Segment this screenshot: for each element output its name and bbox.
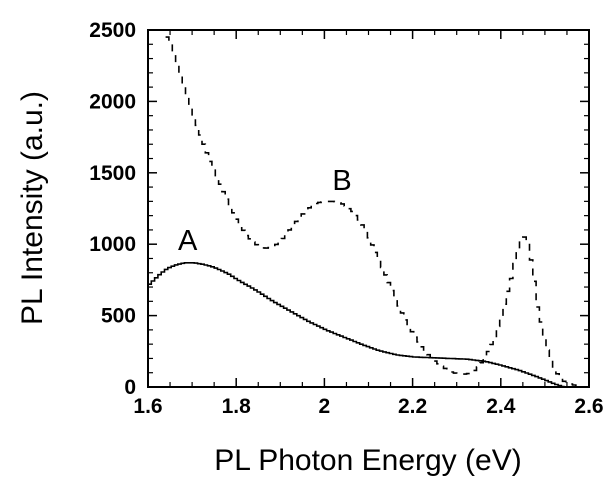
annotations: AB xyxy=(178,165,352,257)
x-tick-label: 2.4 xyxy=(486,395,516,418)
y-axis-title: PL Intensity (a.u.) xyxy=(16,91,49,325)
y-tick-label: 1000 xyxy=(89,233,136,256)
series-line-2 xyxy=(165,36,583,387)
x-tick-label: 2.6 xyxy=(574,395,603,418)
annotation-label: A xyxy=(178,225,198,257)
y-tick-label: 2000 xyxy=(89,90,136,113)
annotation-label: B xyxy=(332,165,351,197)
plot-frame xyxy=(147,29,590,388)
y-tick-label: 500 xyxy=(101,305,136,328)
x-axis-title: PL Photon Energy (eV) xyxy=(214,444,521,477)
series-group xyxy=(148,36,583,388)
axis-ticks xyxy=(147,29,590,388)
series-line-1 xyxy=(148,262,565,388)
x-tick-label: 2.2 xyxy=(398,395,427,418)
y-tick-label: 1500 xyxy=(89,162,136,185)
y-tick-label: 0 xyxy=(124,376,136,399)
x-tick-label: 1.8 xyxy=(222,395,252,418)
x-tick-label: 1.6 xyxy=(133,395,162,418)
y-tick-label: 2500 xyxy=(89,19,136,42)
tick-labels: 1.6 1.8 2 2.2 2.4 2.6 0 500 1000 1500 2000 2500 xyxy=(89,19,603,418)
x-tick-label: 2 xyxy=(319,395,331,418)
